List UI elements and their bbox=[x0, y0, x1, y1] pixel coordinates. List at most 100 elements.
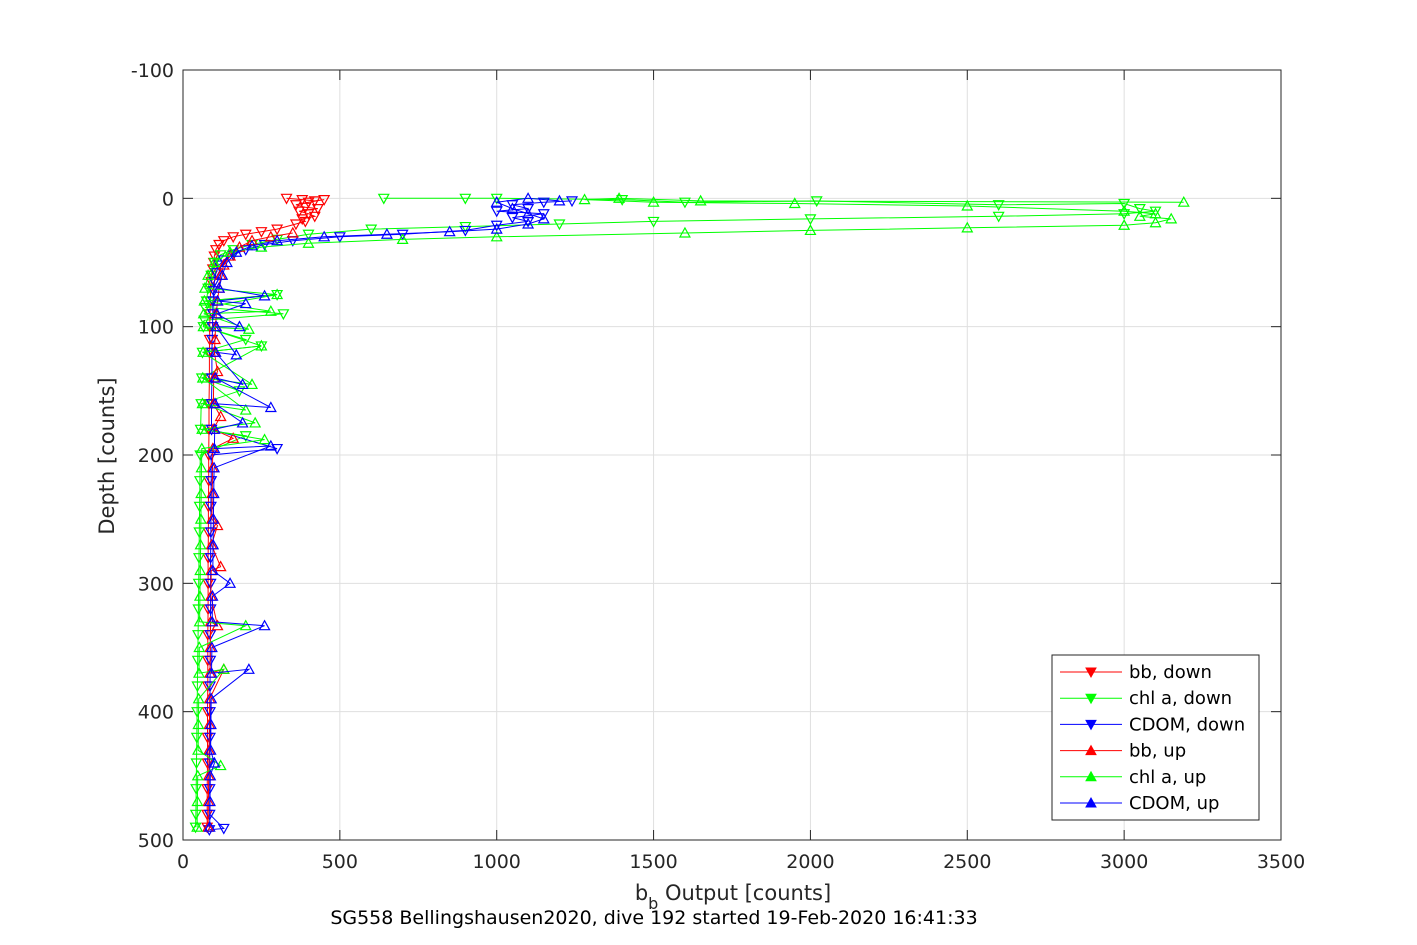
data-point bbox=[211, 519, 224, 531]
data-point bbox=[196, 397, 209, 409]
data-point bbox=[245, 234, 259, 246]
data-point bbox=[203, 758, 216, 770]
y-tick-label: 0 bbox=[162, 188, 174, 210]
legend-item: chl a, up bbox=[1060, 767, 1206, 788]
data-point bbox=[217, 236, 230, 247]
data-point bbox=[459, 193, 472, 205]
data-point bbox=[380, 228, 393, 239]
data-point bbox=[210, 307, 223, 319]
x-tick-label: 500 bbox=[322, 851, 358, 873]
x-axis-label-sub: b bbox=[648, 894, 658, 913]
data-point bbox=[208, 423, 221, 434]
data-point bbox=[258, 289, 271, 301]
data-point bbox=[208, 397, 222, 409]
data-point bbox=[264, 439, 277, 451]
data-point bbox=[992, 200, 1005, 211]
data-point bbox=[537, 212, 550, 224]
data-point bbox=[296, 214, 309, 226]
data-point bbox=[193, 589, 206, 601]
legend-marker bbox=[1085, 744, 1097, 756]
data-point bbox=[203, 681, 216, 693]
x-tick-label: 3000 bbox=[1100, 851, 1148, 873]
data-point bbox=[289, 200, 302, 211]
data-point bbox=[207, 487, 220, 499]
x-tick-label: 3500 bbox=[1257, 851, 1305, 873]
data-point bbox=[255, 339, 268, 351]
data-point bbox=[217, 663, 230, 674]
data-point bbox=[208, 442, 221, 454]
data-point bbox=[208, 277, 221, 288]
data-point bbox=[302, 229, 315, 241]
data-point bbox=[205, 666, 218, 678]
data-point bbox=[459, 221, 472, 233]
legend-label: chl a, down bbox=[1129, 688, 1232, 709]
data-point bbox=[239, 297, 252, 309]
data-point bbox=[258, 433, 271, 445]
data-point bbox=[522, 207, 535, 219]
data-point bbox=[189, 809, 202, 821]
data-point bbox=[553, 194, 566, 206]
data-point bbox=[255, 240, 268, 252]
data-point bbox=[192, 630, 205, 641]
data-point bbox=[193, 527, 206, 539]
legend-item: chl a, down bbox=[1060, 688, 1232, 709]
legend-label: bb, down bbox=[1129, 662, 1212, 683]
data-point bbox=[189, 822, 202, 834]
data-point bbox=[490, 193, 503, 205]
data-point bbox=[264, 230, 277, 242]
data-point bbox=[195, 487, 208, 499]
data-point bbox=[205, 450, 218, 462]
data-point bbox=[804, 214, 817, 226]
data-point bbox=[522, 204, 535, 215]
data-point bbox=[205, 641, 218, 653]
data-point bbox=[506, 212, 519, 224]
data-point bbox=[206, 309, 219, 321]
data-point bbox=[227, 432, 240, 443]
data-point bbox=[258, 619, 271, 631]
data-point bbox=[1177, 195, 1190, 207]
data-point bbox=[271, 234, 284, 246]
data-point bbox=[242, 322, 255, 334]
data-point bbox=[553, 219, 566, 231]
y-tick-label: 200 bbox=[138, 445, 174, 467]
data-point bbox=[191, 820, 204, 832]
data-point bbox=[1118, 219, 1131, 230]
data-point bbox=[192, 743, 205, 755]
data-point bbox=[190, 758, 203, 770]
data-point bbox=[224, 245, 237, 257]
data-point bbox=[318, 230, 331, 242]
series-4 bbox=[191, 192, 1190, 832]
data-point bbox=[190, 784, 203, 795]
data-point bbox=[191, 795, 204, 807]
data-point bbox=[203, 732, 216, 744]
data-point bbox=[198, 281, 211, 293]
data-point bbox=[293, 206, 306, 218]
data-point bbox=[206, 564, 219, 576]
data-point bbox=[271, 443, 284, 455]
data-point bbox=[1165, 212, 1178, 224]
data-point bbox=[694, 194, 707, 206]
data-point bbox=[208, 333, 222, 345]
data-point bbox=[245, 239, 259, 251]
x-tick-label: 2000 bbox=[786, 851, 834, 873]
data-point bbox=[197, 307, 210, 319]
data-point bbox=[613, 192, 626, 203]
data-point bbox=[211, 294, 224, 306]
data-point bbox=[198, 294, 211, 306]
data-point bbox=[205, 270, 218, 282]
data-point bbox=[230, 348, 243, 360]
data-point bbox=[239, 403, 252, 415]
data-point bbox=[210, 320, 223, 332]
data-point bbox=[302, 237, 315, 248]
data-point bbox=[216, 269, 229, 280]
legend-marker bbox=[1085, 667, 1097, 679]
series-line bbox=[209, 197, 560, 828]
data-point bbox=[490, 220, 503, 232]
data-point bbox=[992, 211, 1005, 223]
data-point bbox=[195, 442, 208, 454]
data-point bbox=[204, 604, 217, 616]
data-point bbox=[271, 224, 284, 236]
data-point bbox=[197, 346, 210, 357]
data-point bbox=[194, 450, 207, 462]
